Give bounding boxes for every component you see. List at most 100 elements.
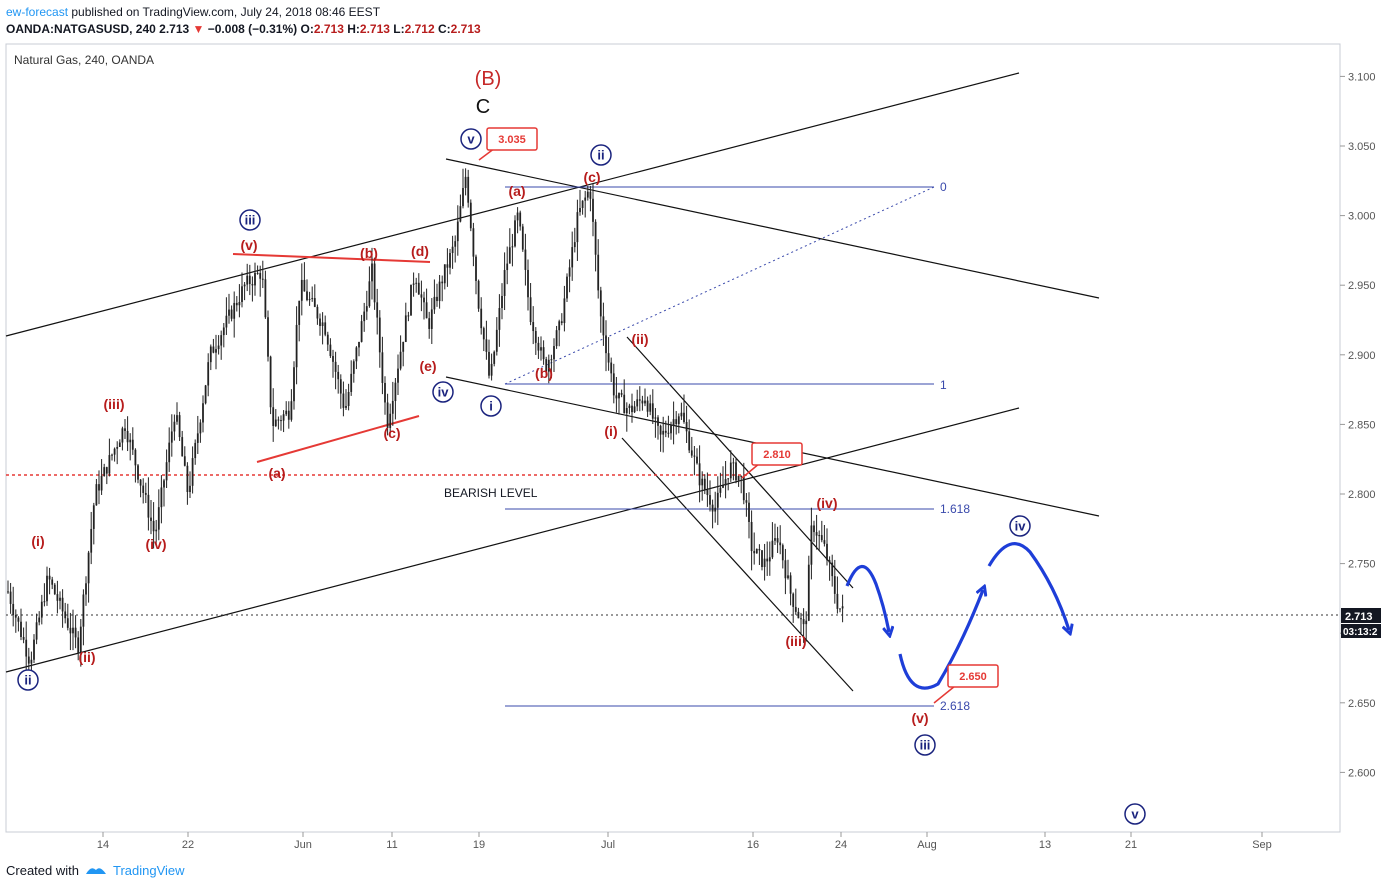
y-tick-label: 2.800: [1348, 489, 1376, 501]
candle-body: [683, 412, 685, 423]
candle-body: [196, 433, 199, 443]
candle-body: [633, 406, 636, 413]
candle-body: [675, 419, 678, 424]
candle-body: [602, 316, 605, 336]
candle-body: [378, 317, 381, 353]
wave-label: (iii): [786, 633, 807, 649]
wave-label: (e): [419, 358, 436, 374]
x-axis-ticks: 14 22 Jun 11 19 Jul 16 24 Aug 13 21 Sep: [97, 832, 1272, 851]
wave-label-blue: ii: [597, 148, 604, 163]
candle-body: [157, 507, 160, 530]
triangle-upper-line: [232, 253, 431, 263]
candle-body: [581, 200, 584, 209]
candle-body: [532, 322, 535, 332]
wave-label-blue: i: [489, 399, 493, 414]
candle-body: [779, 542, 782, 546]
candle-body: [672, 419, 675, 426]
candle-body: [638, 399, 641, 401]
wave-label-blue: iv: [438, 385, 450, 400]
projection-arrow-down-2: [987, 542, 1069, 630]
candle-body: [412, 283, 415, 285]
wave-label: (i): [604, 423, 617, 439]
candle-body: [495, 329, 498, 352]
candle-body: [651, 403, 654, 419]
candle-body: [727, 478, 730, 480]
candle-body: [428, 318, 431, 329]
wave-circle: [239, 209, 261, 231]
candle-body: [170, 431, 173, 443]
candle-body: [831, 562, 834, 577]
x-tick-label: Aug: [917, 839, 937, 851]
candle-body: [573, 242, 576, 248]
candle-body: [459, 206, 462, 222]
last-price-tag: [1341, 608, 1381, 623]
high-label: H:: [347, 22, 360, 36]
candle-body: [129, 439, 132, 443]
close-value: 2.713: [450, 22, 481, 36]
candle-body: [368, 281, 371, 307]
candle-body: [493, 351, 496, 364]
wave-circle: [17, 669, 39, 691]
candle-body: [446, 264, 449, 268]
candle-body: [547, 359, 550, 372]
candle-body: [649, 403, 652, 412]
candle-body: [625, 408, 628, 414]
candle-body: [417, 282, 420, 295]
low-value: 2.712: [404, 22, 435, 36]
candle-body: [685, 422, 688, 432]
candle-body: [7, 591, 9, 593]
wave-label: (iv): [146, 536, 167, 552]
candle-body: [657, 417, 659, 426]
candle-body: [740, 475, 743, 477]
callout-2810: [751, 442, 803, 466]
wave-label: (c): [583, 169, 600, 185]
triangle-lines: [232, 253, 431, 463]
candle-body: [204, 385, 207, 404]
candlesticks: [7, 168, 844, 683]
candle-body: [90, 528, 93, 553]
candle-body: [300, 279, 303, 301]
candle-body: [399, 351, 402, 369]
tradingview-link[interactable]: TradingView: [112, 863, 185, 878]
candle-body: [329, 344, 332, 356]
candle-body: [711, 504, 714, 512]
plot-frame: [5, 43, 1341, 833]
candle-body: [693, 455, 696, 457]
candle-body: [173, 421, 176, 432]
callout-3035: [486, 127, 538, 151]
candle-body: [784, 560, 787, 579]
candle-body: [82, 594, 85, 627]
wave-circle: [590, 144, 612, 166]
projection-path: [845, 542, 1069, 690]
candle-body: [797, 611, 800, 619]
candle-body: [235, 302, 238, 306]
y-tick-label: 2.650: [1348, 698, 1376, 710]
candle-body: [209, 346, 212, 363]
candle-body: [87, 552, 90, 584]
candle-body: [425, 302, 428, 319]
candle-body: [277, 419, 280, 421]
candle-body: [646, 400, 649, 412]
projection-arrow-up: [898, 590, 983, 690]
candle-body: [92, 505, 95, 529]
candle-body: [555, 330, 558, 347]
candle-body: [576, 212, 579, 243]
author-link[interactable]: ew-forecast: [6, 5, 69, 19]
lower-channel-line: [5, 407, 1020, 673]
candle-body: [98, 484, 100, 491]
candle-body: [397, 368, 399, 383]
countdown-tag: [1341, 624, 1381, 638]
candle-body: [454, 241, 457, 247]
candle-body: [698, 463, 701, 486]
wave-label: (iv): [817, 495, 838, 511]
candle-body: [677, 416, 680, 424]
candle-body: [358, 341, 360, 348]
candle-body: [100, 476, 103, 491]
candle-body: [514, 220, 516, 247]
candle-body: [222, 327, 225, 336]
candle-body: [9, 591, 12, 604]
candle-body: [755, 548, 758, 554]
candle-body: [529, 297, 532, 323]
candle-body: [144, 492, 147, 495]
